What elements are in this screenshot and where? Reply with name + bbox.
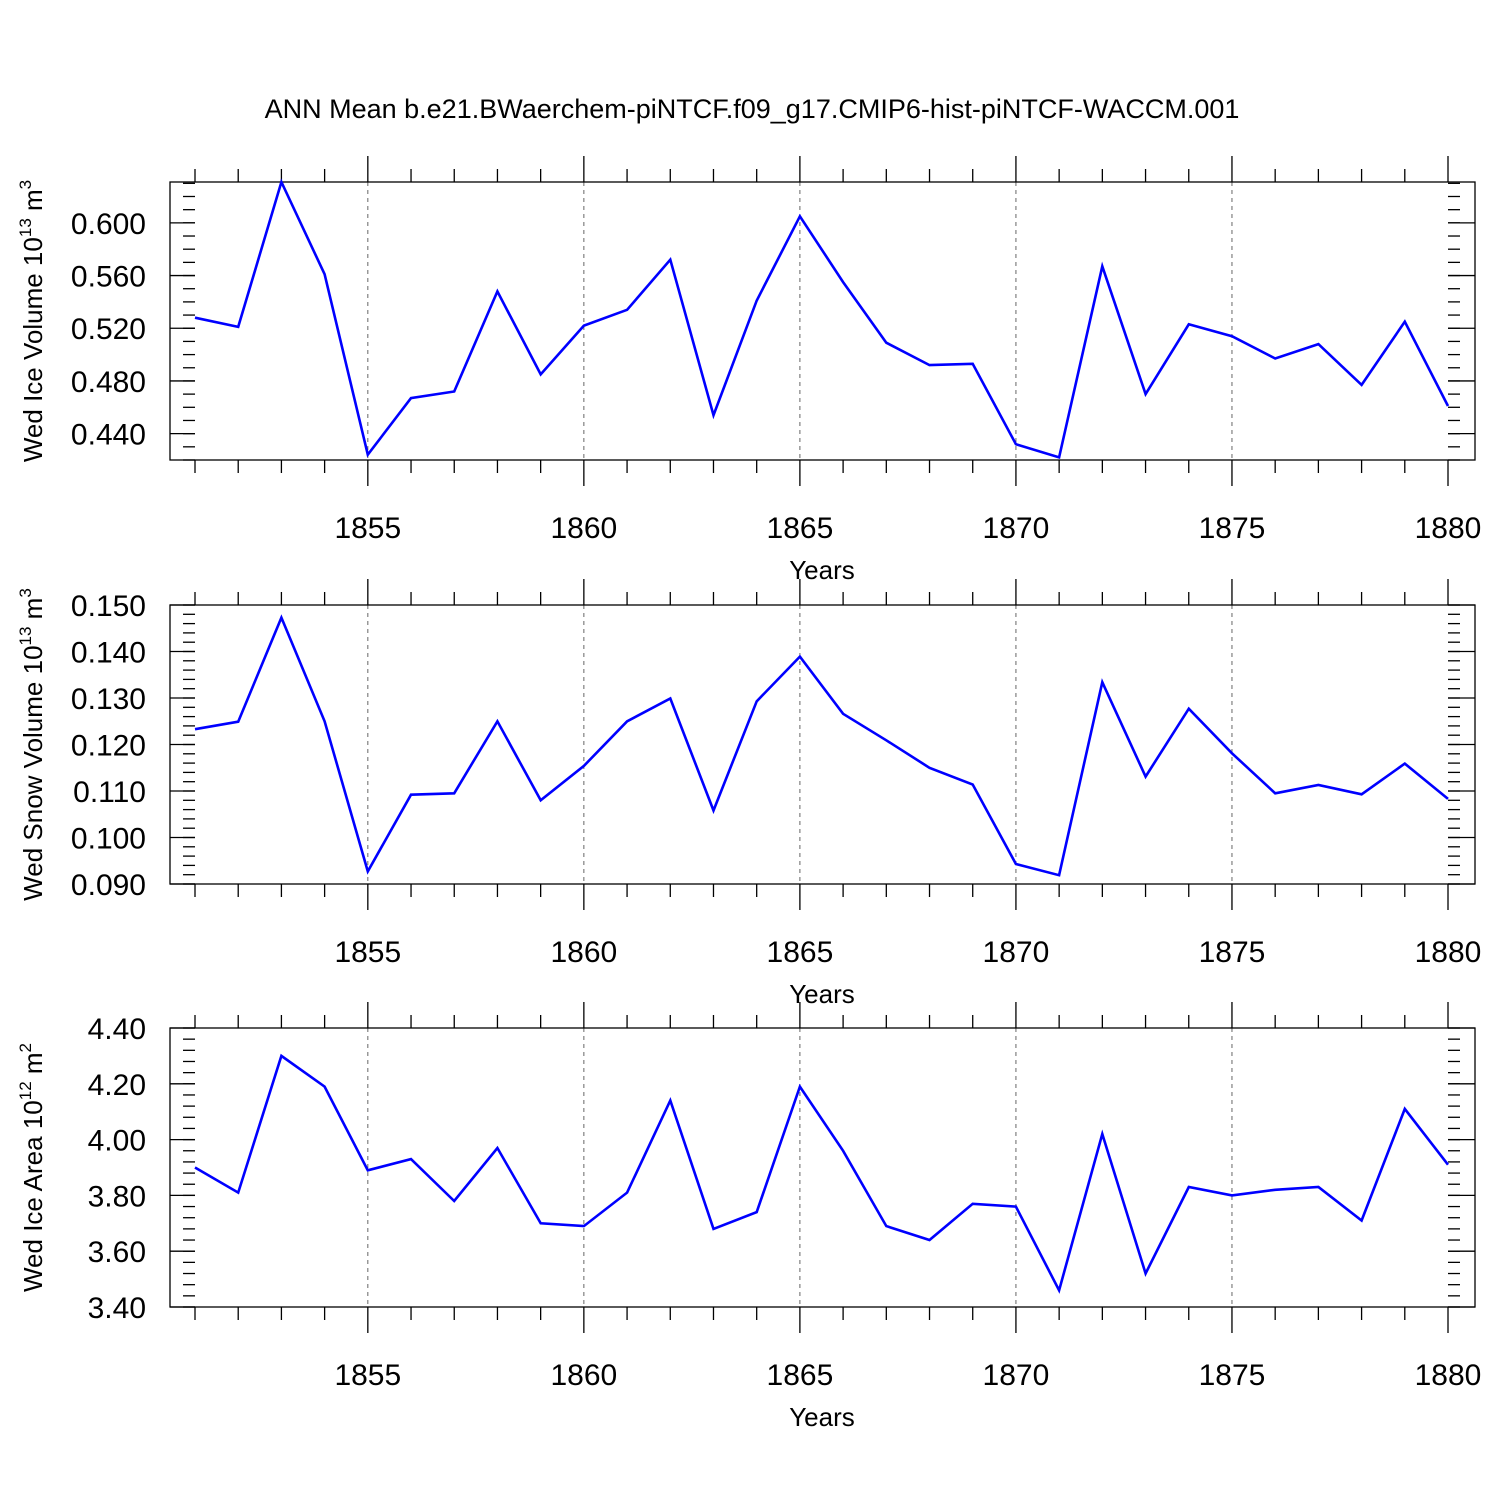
y-axis-title: Wed Snow Volume 1013 m3	[16, 588, 48, 901]
y-tick-label: 0.140	[71, 637, 146, 670]
y-tick-label: 0.520	[71, 313, 146, 346]
y-tick-label: 0.440	[71, 419, 146, 452]
x-tick-label: 1870	[983, 1359, 1050, 1392]
chart-panel-1: 0.440 0.480 0.520 0.560 0.600 1855 1860 1865 187…	[16, 156, 1481, 585]
x-tick-label: 1880	[1415, 1359, 1482, 1392]
x-tick-label: 1865	[767, 512, 834, 545]
y-tick-label: 0.480	[71, 366, 146, 399]
series-line	[194, 178, 1450, 460]
y-tick-label: 0.110	[73, 776, 146, 809]
y-tick-label: 4.00	[88, 1125, 146, 1158]
x-tick-label: 1860	[550, 936, 617, 969]
x-tick-label: 1855	[334, 936, 401, 969]
chart-title: ANN Mean b.e21.BWaerchem-piNTCF.f09_g17.…	[265, 94, 1240, 124]
x-tick-label: 1855	[334, 512, 401, 545]
y-tick-label: 0.100	[71, 823, 146, 856]
chart-panel-3: 3.40 3.60 3.80 4.00 4.20 4.40 1855 1860 1865 1870…	[16, 1002, 1481, 1432]
x-tick-label: 1865	[767, 936, 834, 969]
y-tick-label: 4.40	[88, 1013, 146, 1046]
y-tick-label: 0.120	[71, 730, 146, 763]
y-tick-label: 0.130	[71, 683, 146, 716]
x-tick-label: 1860	[550, 1359, 617, 1392]
x-axis-title: Years	[789, 555, 855, 585]
chart-panels: 0.440 0.480 0.520 0.560 0.600 1855 1860 1865 187…	[16, 156, 1481, 1432]
x-tick-label: 1880	[1415, 512, 1482, 545]
x-tick-label: 1870	[983, 512, 1050, 545]
x-tick-label: 1865	[767, 1359, 834, 1392]
x-tick-label: 1855	[334, 1359, 401, 1392]
chart-panel-2: 0.090 0.100 0.110 0.120 0.130 0.140 0.150 1855 1…	[16, 579, 1481, 1009]
series-line	[194, 1053, 1450, 1294]
y-tick-label: 3.60	[88, 1236, 146, 1269]
x-tick-label: 1875	[1199, 1359, 1266, 1392]
x-tick-label: 1880	[1415, 936, 1482, 969]
plot-frame	[169, 181, 1476, 461]
x-tick-label: 1875	[1199, 936, 1266, 969]
y-tick-label: 3.80	[88, 1180, 146, 1213]
y-tick-label: 0.090	[71, 869, 146, 902]
plot-frame	[169, 604, 1476, 885]
y-tick-label: 4.20	[88, 1069, 146, 1102]
plot-frame	[169, 1027, 1476, 1308]
x-tick-label: 1870	[983, 936, 1050, 969]
y-tick-label: 0.560	[71, 261, 146, 294]
y-tick-label: 0.600	[71, 208, 146, 241]
y-axis-title: Wed Ice Area 1012 m2	[16, 1043, 48, 1292]
y-tick-label: 3.40	[88, 1292, 146, 1325]
x-axis-title: Years	[789, 1402, 855, 1432]
x-axis-title: Years	[789, 979, 855, 1009]
x-tick-label: 1860	[550, 512, 617, 545]
y-tick-label: 0.150	[71, 590, 146, 623]
y-axis-title: Wed Ice Volume 1013 m3	[16, 180, 48, 462]
series-line	[194, 614, 1449, 877]
x-tick-label: 1875	[1199, 512, 1266, 545]
